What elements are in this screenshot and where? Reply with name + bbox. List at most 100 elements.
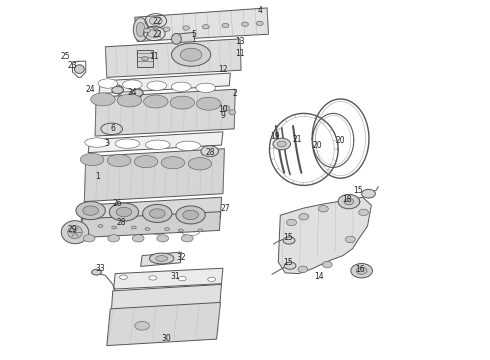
Ellipse shape xyxy=(287,219,296,226)
Text: 24: 24 xyxy=(86,85,96,94)
Ellipse shape xyxy=(172,82,191,91)
Ellipse shape xyxy=(223,105,230,111)
Ellipse shape xyxy=(176,206,205,224)
Ellipse shape xyxy=(146,140,170,149)
Text: 16: 16 xyxy=(355,265,365,274)
Ellipse shape xyxy=(117,94,142,107)
Ellipse shape xyxy=(74,65,84,73)
Ellipse shape xyxy=(350,198,360,205)
Ellipse shape xyxy=(222,23,229,28)
Ellipse shape xyxy=(181,235,193,242)
Text: 25: 25 xyxy=(61,52,71,61)
Text: 29: 29 xyxy=(68,225,77,234)
Polygon shape xyxy=(141,252,181,266)
Polygon shape xyxy=(84,149,224,202)
Ellipse shape xyxy=(149,253,174,264)
Ellipse shape xyxy=(98,79,118,88)
Text: 5: 5 xyxy=(191,30,196,39)
Text: 24: 24 xyxy=(127,88,137,97)
Ellipse shape xyxy=(131,89,143,96)
Ellipse shape xyxy=(143,204,172,222)
Ellipse shape xyxy=(196,83,216,93)
Polygon shape xyxy=(111,284,221,314)
Ellipse shape xyxy=(299,213,309,220)
Ellipse shape xyxy=(338,194,360,209)
Polygon shape xyxy=(95,89,235,136)
Ellipse shape xyxy=(356,267,367,274)
Text: 1: 1 xyxy=(96,172,100,181)
Ellipse shape xyxy=(161,157,185,169)
Ellipse shape xyxy=(98,225,103,228)
Ellipse shape xyxy=(61,221,89,244)
Ellipse shape xyxy=(120,275,127,279)
Text: 13: 13 xyxy=(235,37,245,46)
Ellipse shape xyxy=(131,226,136,229)
Ellipse shape xyxy=(76,202,105,220)
Ellipse shape xyxy=(91,93,115,106)
Ellipse shape xyxy=(136,22,145,37)
Ellipse shape xyxy=(144,28,150,33)
Ellipse shape xyxy=(145,228,150,230)
Text: 32: 32 xyxy=(176,253,186,262)
Ellipse shape xyxy=(149,17,162,25)
Ellipse shape xyxy=(149,209,165,218)
Ellipse shape xyxy=(229,110,236,115)
Ellipse shape xyxy=(256,21,263,26)
Ellipse shape xyxy=(92,269,101,275)
Polygon shape xyxy=(81,197,221,226)
Text: 33: 33 xyxy=(96,264,105,273)
Ellipse shape xyxy=(68,226,82,239)
Ellipse shape xyxy=(85,138,109,147)
Ellipse shape xyxy=(202,24,209,29)
Ellipse shape xyxy=(344,198,354,205)
Ellipse shape xyxy=(132,235,144,242)
Ellipse shape xyxy=(180,48,202,61)
Polygon shape xyxy=(278,197,371,274)
Text: 11: 11 xyxy=(149,52,159,61)
Ellipse shape xyxy=(198,229,203,232)
Ellipse shape xyxy=(134,156,158,168)
Ellipse shape xyxy=(362,189,375,198)
Ellipse shape xyxy=(112,86,123,94)
Ellipse shape xyxy=(178,229,183,232)
Polygon shape xyxy=(99,73,230,94)
Ellipse shape xyxy=(107,154,131,167)
Text: 6: 6 xyxy=(110,124,115,133)
Ellipse shape xyxy=(156,256,168,261)
Ellipse shape xyxy=(322,261,332,268)
Ellipse shape xyxy=(284,262,296,269)
Text: 23: 23 xyxy=(68,61,77,71)
Polygon shape xyxy=(105,39,241,77)
Ellipse shape xyxy=(122,80,142,89)
Ellipse shape xyxy=(359,209,368,216)
Ellipse shape xyxy=(148,29,161,38)
Ellipse shape xyxy=(78,225,83,228)
Polygon shape xyxy=(135,8,269,41)
Text: 10: 10 xyxy=(218,105,228,114)
Text: 11: 11 xyxy=(235,49,245,58)
Text: 22: 22 xyxy=(152,31,162,40)
Polygon shape xyxy=(176,32,195,45)
Ellipse shape xyxy=(183,210,198,220)
Text: 15: 15 xyxy=(283,258,293,267)
Ellipse shape xyxy=(201,146,219,157)
Text: 22: 22 xyxy=(152,17,162,26)
Text: 27: 27 xyxy=(220,204,230,213)
Ellipse shape xyxy=(196,97,221,110)
Polygon shape xyxy=(137,50,153,67)
Ellipse shape xyxy=(157,235,169,242)
Text: 15: 15 xyxy=(283,233,293,242)
Ellipse shape xyxy=(109,203,139,221)
Ellipse shape xyxy=(318,206,328,212)
Ellipse shape xyxy=(115,139,140,148)
Ellipse shape xyxy=(147,81,167,90)
Ellipse shape xyxy=(135,321,149,330)
Ellipse shape xyxy=(80,153,104,166)
Ellipse shape xyxy=(163,27,170,31)
Text: 14: 14 xyxy=(315,272,324,281)
Text: 9: 9 xyxy=(220,111,225,120)
Ellipse shape xyxy=(298,266,308,273)
Ellipse shape xyxy=(172,43,211,66)
Text: 19: 19 xyxy=(270,132,280,140)
Ellipse shape xyxy=(183,26,190,30)
